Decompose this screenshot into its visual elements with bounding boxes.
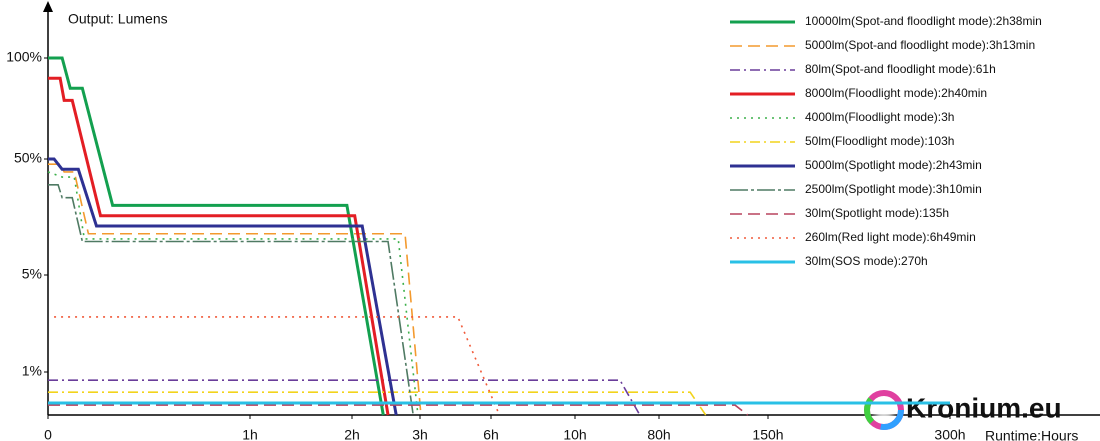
series-line [48, 56, 385, 416]
y-tick-label: 1% [22, 363, 42, 379]
y-tick-label: 5% [22, 266, 42, 282]
x-axis-label: Runtime:Hours [985, 428, 1078, 441]
logo-glow [870, 396, 898, 424]
logo: Kronium.eu [864, 390, 1062, 430]
legend-label: 2500lm(Spotlight mode):3h10min [805, 182, 982, 196]
x-tick-label: 6h [483, 427, 499, 441]
legend-label: 5000lm(Spotlight mode):2h43min [805, 158, 982, 172]
legend-label: 80lm(Spot-and floodlight mode):61h [805, 62, 996, 76]
x-tick-label: 3h [412, 427, 428, 441]
y-tick-label: 100% [6, 49, 42, 65]
legend-label: 260lm(Red light mode):6h49min [805, 230, 976, 244]
x-tick-label: 1h [242, 427, 258, 441]
legend-label: 5000lm(Spot-and floodlight mode):3h13min [805, 38, 1035, 52]
series-line [48, 163, 422, 416]
x-tick-label: 80h [647, 427, 670, 441]
legend-label: 4000lm(Floodlight mode):3h [805, 110, 954, 124]
x-tick-label: 0 [44, 427, 52, 441]
axis-arrow [43, 1, 53, 12]
legend-label: 30lm(Spotlight mode):135h [805, 206, 949, 220]
x-tick-label: 10h [563, 427, 586, 441]
series-line [48, 379, 641, 416]
x-tick-label: 300h [934, 427, 965, 441]
logo-ring [864, 390, 904, 430]
watermark: Kronium.eu [906, 392, 1062, 423]
x-tick-label: 150h [752, 427, 783, 441]
legend-label: 10000lm(Spot-and floodlight mode):2h38mi… [805, 14, 1042, 28]
series-line [48, 391, 707, 416]
series-line [48, 76, 390, 416]
legend-label: 50lm(Floodlight mode):103h [805, 134, 954, 148]
legend-label: 30lm(SOS mode):270h [805, 254, 928, 268]
series-line [54, 316, 501, 416]
series-line [48, 183, 414, 416]
series-line [48, 404, 749, 416]
chart-title: Output: Lumens [68, 11, 168, 27]
x-tick-label: 2h [344, 427, 360, 441]
legend-label: 8000lm(Floodlight mode):2h40min [805, 86, 987, 100]
y-tick-label: 50% [14, 150, 42, 166]
series-line [48, 157, 398, 416]
logo-ring [864, 390, 904, 430]
